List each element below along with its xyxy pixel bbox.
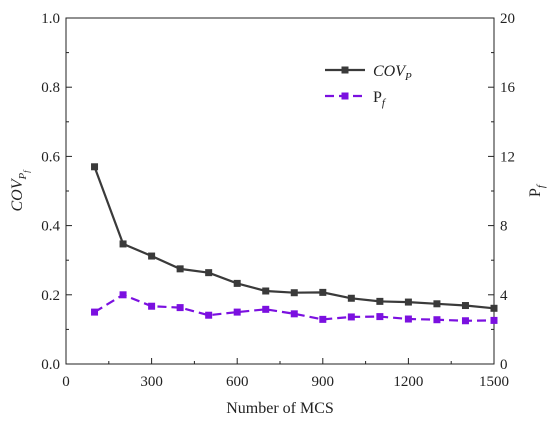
data-point-pf (119, 291, 127, 299)
series-line-cov (93, 166, 495, 310)
data-point-pf (404, 315, 412, 323)
data-point-pf (376, 313, 384, 321)
plot-frame (65, 17, 495, 365)
ticks-group: 0 300 600 900 1200 1500 0.0 0.2 0.4 0.6 0.8 1.0 0 4 8 1… (41, 11, 515, 390)
y-left-tick-label: 1.0 (41, 11, 60, 27)
y-left-tick-label: 0.4 (41, 219, 60, 235)
x-tick-label: 1500 (479, 374, 509, 390)
data-point-pf (433, 316, 441, 324)
data-point-cov (91, 163, 99, 171)
y-right-tick-label: 16 (500, 80, 516, 96)
x-tick-label: 900 (312, 374, 335, 390)
y-right-tick-label: 12 (500, 149, 515, 165)
x-tick-label: 300 (140, 374, 163, 390)
y-left-tick-label: 0.8 (41, 80, 60, 96)
y-left-axis-title: COVPf (9, 169, 31, 212)
data-point-cov (319, 288, 327, 296)
data-point-pf (490, 316, 498, 324)
data-point-cov (119, 240, 127, 248)
data-point-cov (176, 265, 184, 273)
series-line-pf (93, 293, 495, 322)
legend: COVP Pf (325, 63, 412, 109)
data-point-pf (290, 310, 298, 318)
legend-label-cov: COVP (373, 63, 412, 83)
legend-label-pf: Pf (373, 89, 387, 109)
y-right-axis-title: Pf (527, 183, 547, 197)
data-point-pf (347, 313, 355, 321)
y-right-tick-label: 20 (500, 11, 515, 27)
y-left-tick-label: 0.6 (41, 149, 60, 165)
y-left-tick-label: 0.0 (41, 357, 60, 373)
data-point-cov (262, 287, 270, 295)
data-point-pf (176, 304, 184, 312)
legend-marker-pf (341, 92, 349, 100)
y-left-tick-label: 0.2 (41, 288, 60, 304)
data-point-pf (91, 308, 99, 316)
data-point-cov (290, 289, 298, 297)
axes-group (65, 17, 495, 365)
data-point-cov (233, 279, 241, 287)
series-group (91, 163, 498, 325)
data-point-pf (205, 311, 213, 319)
x-tick-label: 1200 (393, 374, 423, 390)
data-point-pf (461, 317, 469, 325)
x-tick-label: 600 (226, 374, 249, 390)
data-point-cov (376, 297, 384, 305)
data-point-cov (433, 300, 441, 308)
x-tick-label: 0 (62, 374, 70, 390)
data-point-pf (148, 302, 156, 310)
data-point-cov (404, 298, 412, 306)
axis-titles: Number of MCS COVPf Pf (9, 169, 547, 417)
y-right-tick-label: 8 (500, 219, 508, 235)
data-point-cov (461, 302, 469, 310)
y-right-tick-label: 0 (500, 357, 508, 373)
data-point-cov (490, 304, 498, 312)
data-point-pf (262, 305, 270, 313)
data-point-cov (205, 269, 213, 277)
x-axis-title: Number of MCS (226, 400, 334, 417)
y-right-tick-label: 4 (500, 288, 508, 304)
legend-marker-cov (341, 66, 349, 74)
data-point-pf (319, 315, 327, 323)
data-point-pf (233, 308, 241, 316)
data-point-cov (347, 294, 355, 302)
data-point-cov (148, 252, 156, 260)
